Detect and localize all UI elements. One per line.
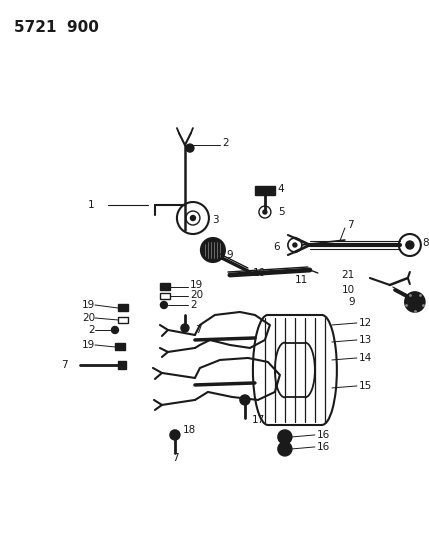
Circle shape (181, 324, 189, 332)
Text: 5721  900: 5721 900 (14, 20, 99, 35)
Text: 20: 20 (82, 313, 95, 323)
Text: 18: 18 (183, 425, 196, 435)
Bar (118, 304, 128, 311)
Text: 19: 19 (82, 340, 95, 350)
Circle shape (406, 241, 414, 249)
Circle shape (278, 442, 292, 456)
Text: 7: 7 (61, 360, 68, 370)
Circle shape (201, 238, 225, 262)
Text: 7: 7 (172, 453, 178, 463)
Text: 2: 2 (222, 138, 229, 148)
Circle shape (170, 430, 180, 440)
Bar (115, 343, 125, 350)
Circle shape (160, 302, 167, 309)
Bar (255, 186, 275, 195)
Text: 19: 19 (190, 280, 203, 290)
Circle shape (405, 292, 425, 312)
Text: 9: 9 (348, 297, 355, 307)
Circle shape (263, 210, 267, 214)
Text: 7: 7 (347, 220, 353, 230)
Text: 20: 20 (190, 290, 203, 300)
Text: 6: 6 (273, 242, 280, 252)
Text: 4: 4 (278, 184, 284, 194)
Bar (160, 293, 170, 299)
Text: 10: 10 (253, 268, 266, 278)
Text: 13: 13 (359, 335, 372, 345)
Text: 21: 21 (341, 270, 355, 280)
Circle shape (112, 327, 118, 334)
Circle shape (293, 243, 297, 247)
Circle shape (240, 395, 250, 405)
Text: 11: 11 (295, 275, 308, 285)
Text: 17: 17 (252, 415, 265, 425)
Circle shape (190, 215, 196, 221)
Text: 12: 12 (359, 318, 372, 328)
Text: 5: 5 (278, 207, 284, 217)
Text: 14: 14 (359, 353, 372, 363)
Text: 15: 15 (359, 381, 372, 391)
Bar (118, 361, 126, 369)
Bar (118, 317, 128, 323)
Text: 2: 2 (190, 300, 196, 310)
Text: 19: 19 (82, 300, 95, 310)
Text: 2: 2 (88, 325, 95, 335)
Circle shape (278, 430, 292, 444)
Text: 16: 16 (317, 442, 330, 452)
Text: 3: 3 (212, 215, 218, 225)
Text: 10: 10 (342, 285, 355, 295)
Text: 1: 1 (88, 200, 94, 210)
Text: 8: 8 (422, 238, 429, 248)
Bar (160, 283, 170, 290)
Text: 16: 16 (317, 430, 330, 440)
Circle shape (186, 144, 194, 152)
Text: 9: 9 (226, 250, 233, 260)
Text: 7: 7 (195, 325, 202, 335)
